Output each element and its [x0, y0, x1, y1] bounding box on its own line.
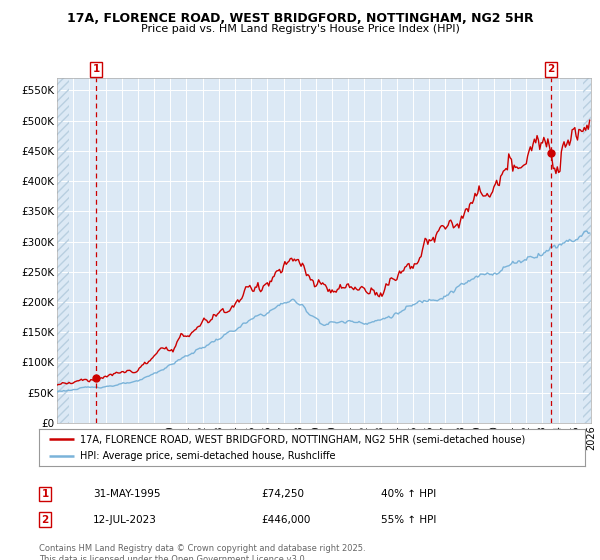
Text: 55% ↑ HPI: 55% ↑ HPI: [381, 515, 436, 525]
Text: Contains HM Land Registry data © Crown copyright and database right 2025.
This d: Contains HM Land Registry data © Crown c…: [39, 544, 365, 560]
Text: 40% ↑ HPI: 40% ↑ HPI: [381, 489, 436, 499]
Text: 12-JUL-2023: 12-JUL-2023: [93, 515, 157, 525]
Text: 17A, FLORENCE ROAD, WEST BRIDGFORD, NOTTINGHAM, NG2 5HR (semi-detached house): 17A, FLORENCE ROAD, WEST BRIDGFORD, NOTT…: [80, 434, 525, 444]
Text: 2: 2: [547, 64, 554, 74]
Text: Price paid vs. HM Land Registry's House Price Index (HPI): Price paid vs. HM Land Registry's House …: [140, 24, 460, 34]
Text: 31-MAY-1995: 31-MAY-1995: [93, 489, 161, 499]
Text: 1: 1: [92, 64, 100, 74]
Text: £74,250: £74,250: [261, 489, 304, 499]
Text: 2: 2: [41, 515, 49, 525]
Text: 1: 1: [41, 489, 49, 499]
Text: HPI: Average price, semi-detached house, Rushcliffe: HPI: Average price, semi-detached house,…: [80, 451, 335, 461]
Text: 17A, FLORENCE ROAD, WEST BRIDGFORD, NOTTINGHAM, NG2 5HR: 17A, FLORENCE ROAD, WEST BRIDGFORD, NOTT…: [67, 12, 533, 25]
Text: £446,000: £446,000: [261, 515, 310, 525]
